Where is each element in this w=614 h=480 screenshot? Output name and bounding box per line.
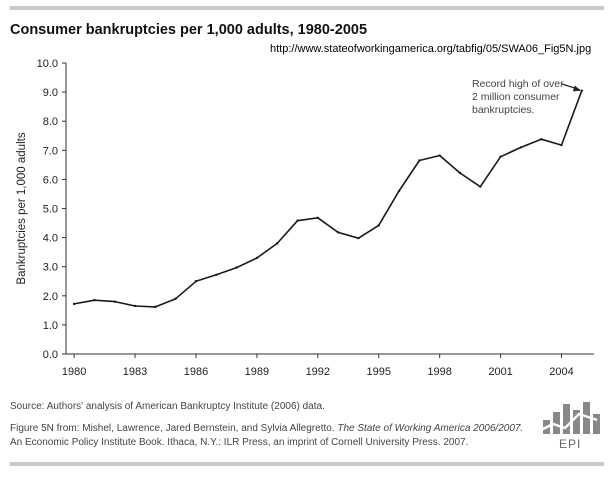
data-point [438, 154, 441, 157]
source-note: Source: Authors' analysis of American Ba… [10, 401, 325, 412]
data-point [397, 189, 401, 193]
source-url[interactable]: http://www.stateofworkingamerica.org/tab… [270, 43, 592, 55]
logo-bar [593, 414, 600, 434]
y-tick-label: 0.0 [43, 349, 58, 361]
figure-credit-line-2: An Economic Policy Institute Book. Ithac… [10, 437, 469, 448]
x-tick-label: 2004 [549, 366, 573, 378]
figure-credit-book: The State of Working America 2006/2007. [337, 423, 524, 434]
bottom-rule [10, 462, 604, 466]
annotation-text-line: Record high of over [472, 78, 564, 90]
y-tick-label: 10.0 [37, 58, 58, 70]
y-tick-label: 4.0 [43, 233, 58, 245]
data-point [72, 302, 76, 306]
data-point [194, 280, 198, 283]
data-point [113, 300, 116, 303]
data-point [255, 256, 259, 260]
logo-bar [553, 412, 560, 434]
chart-series [72, 89, 584, 309]
data-point [296, 219, 299, 222]
x-tick-label: 1980 [62, 366, 86, 378]
annotation-arrowhead [572, 85, 581, 92]
data-point [316, 216, 320, 220]
y-tick-label: 8.0 [43, 116, 58, 128]
series-line [73, 90, 583, 308]
x-tick-label: 1986 [184, 366, 208, 378]
data-point [519, 146, 523, 149]
line-chart: 0.01.02.03.04.05.06.07.08.09.010.0 1980 1… [16, 58, 594, 378]
x-axis-ticks: 1980 1983 1986 1989 1992 1995 1998 2001 2004 [62, 354, 574, 378]
y-tick-label: 9.0 [43, 87, 58, 99]
y-axis-label: Bankruptcies per 1,000 adults [16, 132, 28, 284]
data-point [174, 297, 177, 300]
y-tick-label: 7.0 [43, 145, 58, 157]
logo-bar [563, 404, 570, 434]
data-point [93, 298, 96, 302]
y-tick-label: 6.0 [43, 174, 58, 186]
data-point [215, 273, 218, 277]
x-tick-label: 1995 [366, 366, 390, 378]
data-point [133, 304, 137, 308]
chart-title: Consumer bankruptcies per 1,000 adults, … [10, 22, 368, 38]
data-point [560, 143, 563, 147]
logo-bar [583, 402, 590, 434]
figure-credit-line-1: Figure 5N from: Mishel, Lawrence, Jared … [10, 423, 523, 434]
x-tick-label: 1983 [123, 366, 147, 378]
data-point [357, 236, 360, 240]
data-point [540, 138, 543, 141]
x-tick-label: 2001 [488, 366, 512, 378]
x-tick-label: 1998 [427, 366, 451, 378]
x-tick-label: 1992 [306, 366, 330, 378]
data-point [418, 159, 421, 162]
data-point [458, 171, 462, 175]
data-point [154, 305, 157, 309]
y-tick-label: 5.0 [43, 204, 58, 216]
y-tick-label: 3.0 [43, 262, 58, 274]
x-tick-label: 1989 [245, 366, 269, 378]
annotation-text-line: 2 million consumer [472, 91, 560, 103]
data-point [499, 155, 502, 158]
y-tick-label: 1.0 [43, 320, 58, 332]
data-point [235, 266, 238, 269]
y-tick-label: 2.0 [43, 291, 58, 303]
data-point [276, 242, 279, 245]
epi-logo-icon [536, 402, 600, 434]
data-point [580, 89, 584, 92]
logo-trend-line [536, 412, 598, 434]
data-point [479, 185, 482, 188]
figure-credit-prefix: Figure 5N from: Mishel, Lawrence, Jared … [10, 423, 338, 434]
epi-logo-text: EPI [559, 437, 582, 451]
logo-bar [573, 410, 580, 434]
y-axis-ticks: 0.0 1.0 2.0 3.0 4.0 5.0 6.0 7.0 8.0 9.0 10.0 [37, 58, 66, 361]
annotation-text-line: bankruptcies. [472, 104, 534, 116]
data-point [336, 231, 340, 234]
data-point [377, 224, 380, 227]
top-rule [10, 6, 604, 10]
